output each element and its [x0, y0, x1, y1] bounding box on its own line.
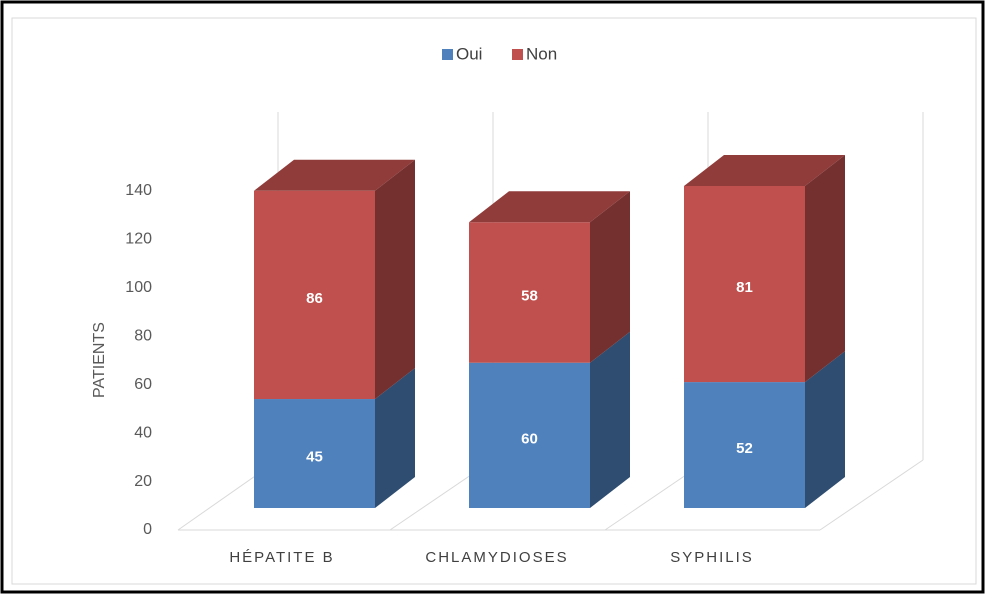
value-label: 81: [736, 279, 753, 296]
y-tick-label: 120: [125, 231, 152, 248]
bar-top: [469, 191, 630, 223]
bar-side: [375, 159, 415, 400]
y-axis-label: PATIENTS: [91, 322, 108, 398]
value-label: 86: [306, 290, 323, 307]
y-tick-label: 20: [134, 473, 152, 490]
bar-side: [375, 368, 415, 508]
y-tick-label: 0: [143, 521, 152, 538]
bar-top: [684, 154, 845, 186]
bar-front: [684, 185, 805, 383]
bar-side: [805, 351, 845, 508]
bar-front: [469, 362, 590, 508]
y-tick-label: 100: [125, 279, 152, 296]
x-tick-label: SYPHILIS: [670, 549, 754, 566]
value-label: 58: [521, 287, 538, 304]
y-tick-label: 40: [134, 424, 152, 441]
y-tick-label: 80: [134, 328, 152, 345]
legend-label: Oui: [456, 44, 482, 63]
x-tick-label: HÉPATITE B: [229, 549, 334, 566]
bar-side: [805, 154, 845, 383]
bar-side: [590, 331, 630, 508]
value-label: 52: [736, 440, 753, 457]
bar-side: [590, 191, 630, 363]
legend-swatch: [442, 49, 453, 60]
y-tick-label: 140: [125, 182, 152, 199]
x-tick-label: CHLAMYDIOSES: [425, 549, 568, 566]
value-label: 45: [306, 448, 323, 465]
bar-front: [254, 399, 375, 508]
bar-front: [469, 222, 590, 363]
value-label: 60: [521, 430, 538, 447]
bar-top: [254, 159, 415, 191]
bar-front: [254, 190, 375, 400]
legend-label: Non: [526, 44, 557, 63]
chart-area: [11, 17, 977, 585]
legend-swatch: [512, 49, 523, 60]
bar-front: [684, 382, 805, 508]
y-tick-label: 60: [134, 376, 152, 393]
